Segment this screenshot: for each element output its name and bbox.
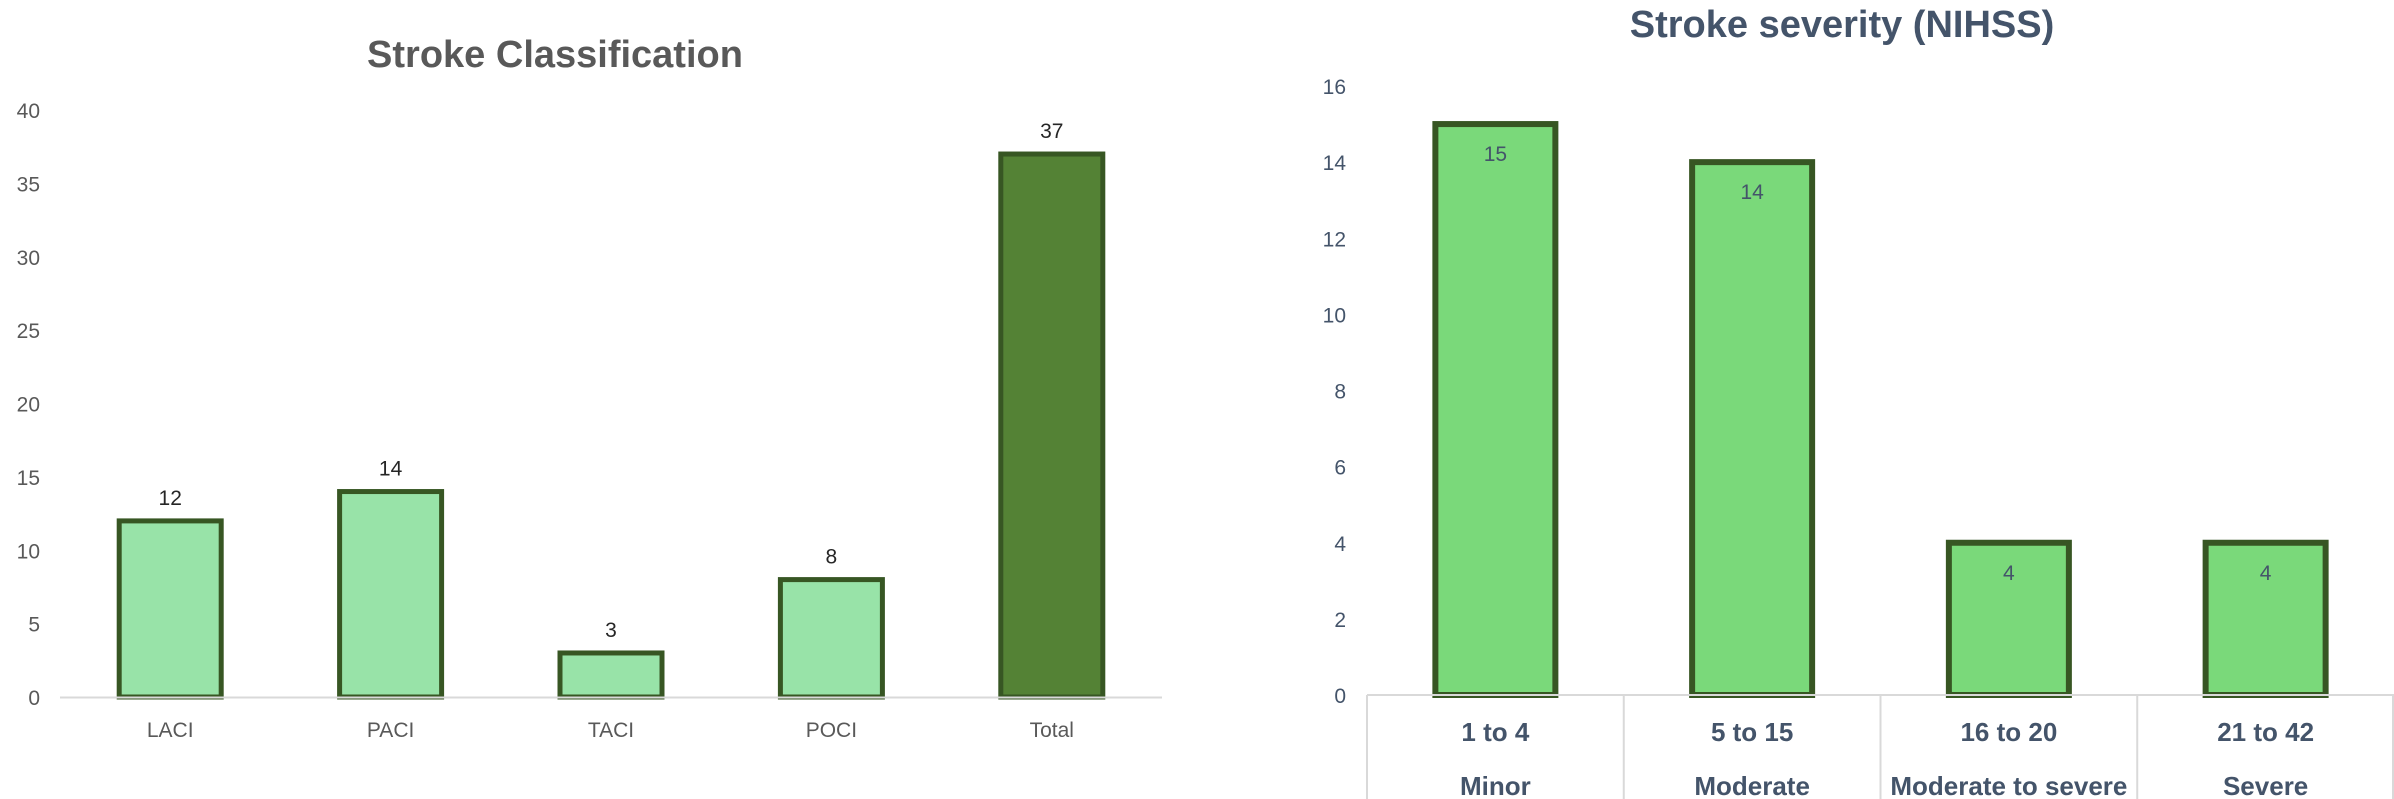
data-label: 37 [1040, 120, 1063, 143]
stroke-classification-plot: 0 5 10 15 20 25 30 35 40 12 LACI 14 PACI 3 TACI 8 POCI 37… [17, 100, 1162, 742]
chart-title: Stroke Classification [367, 34, 743, 76]
chart-title: Stroke severity (NIHSS) [1629, 4, 2055, 46]
data-label: 4 [2260, 562, 2272, 585]
bar-1-to-4 [1432, 121, 1559, 698]
bar-taci [557, 650, 665, 700]
data-label: 12 [159, 487, 182, 510]
x-tick-label: LACI [147, 719, 194, 742]
data-label: 3 [605, 619, 617, 642]
bar-21-to-42 [2202, 539, 2329, 698]
x-group-label: Moderate [1694, 771, 1810, 799]
x-tick-label: POCI [806, 719, 857, 742]
y-tick-label: 40 [17, 100, 40, 123]
y-tick-label: 0 [1334, 685, 1346, 708]
stroke-severity-chart: Stroke severity (NIHSS) 0 2 4 6 8 10 12 14 16 15 1… [1290, 0, 2394, 799]
y-tick-label: 35 [17, 173, 40, 196]
x-tick-label: 1 to 4 [1461, 717, 1529, 747]
x-tick-label: TACI [588, 719, 634, 742]
y-tick-label: 15 [17, 467, 40, 490]
data-label: 15 [1484, 143, 1507, 166]
y-tick-label: 6 [1334, 457, 1346, 480]
x-tick-label: Total [1030, 719, 1074, 742]
bar-laci [116, 518, 224, 700]
data-label: 4 [2003, 562, 2015, 585]
y-tick-label: 4 [1334, 533, 1346, 556]
y-tick-label: 0 [28, 687, 40, 710]
x-tick-label: 16 to 20 [1960, 717, 2057, 747]
stroke-severity-plot: 0 2 4 6 8 10 12 14 16 15 1 to 4 Minor 14 5 to 15 Moder… [1323, 76, 2394, 799]
data-label: 14 [1740, 181, 1764, 204]
stroke-classification-chart: Stroke Classification 0 5 10 15 20 25 30 35 40 12… [17, 34, 1162, 742]
y-tick-label: 16 [1323, 76, 1346, 99]
y-tick-label: 2 [1334, 609, 1346, 632]
y-tick-label: 12 [1323, 228, 1346, 251]
x-tick-label: PACI [367, 719, 414, 742]
x-group-label: Severe [2223, 771, 2308, 799]
y-tick-label: 25 [17, 320, 40, 343]
bar-paci [337, 489, 445, 700]
x-group-label: Minor [1460, 771, 1531, 799]
y-tick-label: 20 [17, 394, 40, 417]
data-label: 14 [379, 458, 403, 481]
y-tick-label: 30 [17, 247, 40, 270]
x-tick-label: 21 to 42 [2217, 717, 2314, 747]
y-tick-label: 10 [1323, 304, 1346, 327]
x-group-label: Moderate to severe [1890, 771, 2127, 799]
y-tick-label: 10 [17, 540, 40, 563]
x-tick-label: 5 to 15 [1711, 717, 1793, 747]
bar-total [998, 151, 1106, 700]
y-tick-label: 8 [1334, 381, 1346, 404]
y-tick-label: 5 [28, 614, 40, 637]
y-tick-label: 14 [1323, 152, 1347, 175]
data-label: 8 [826, 546, 838, 569]
bar-poci [777, 577, 885, 700]
bar-5-to-15 [1689, 159, 1816, 698]
